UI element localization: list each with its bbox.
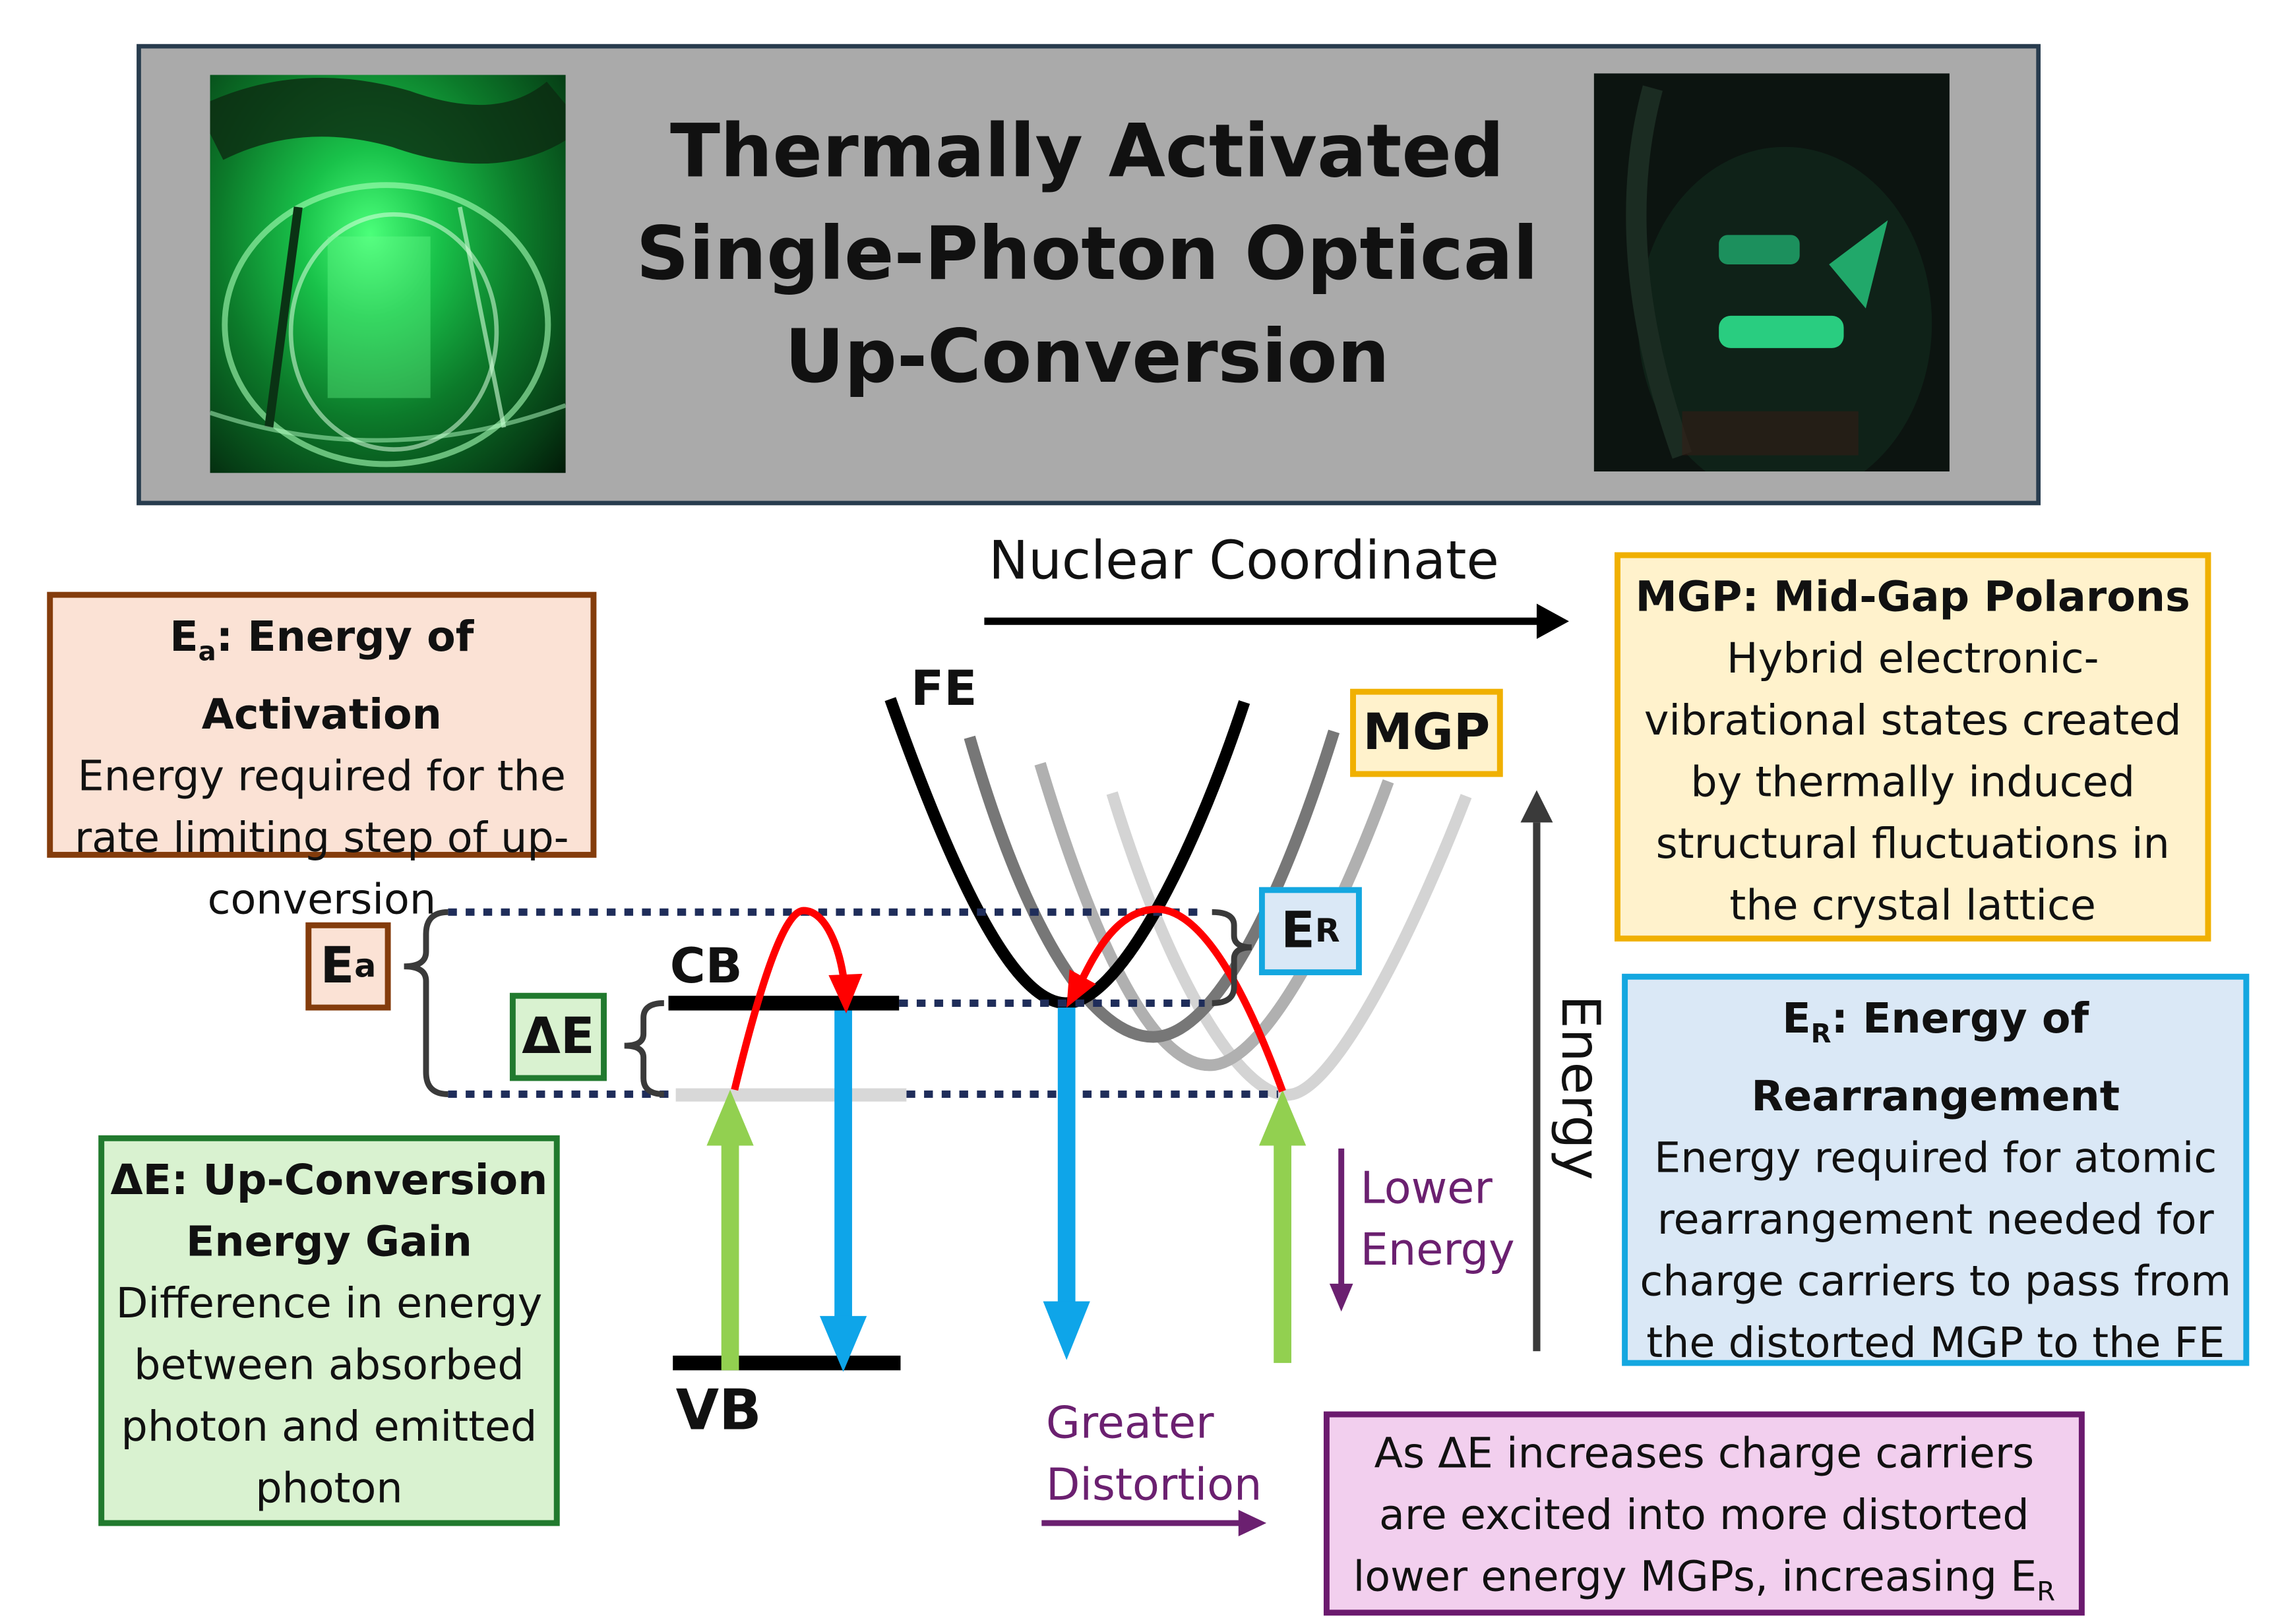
- red-activation-arrow-right: [1066, 905, 1286, 1093]
- er-tag-sub: R: [1314, 913, 1340, 950]
- note-line-3-text: lower energy MGPs, increasing E: [1353, 1552, 2037, 1601]
- mgp-tag: MGP: [1350, 688, 1503, 777]
- mgp-box-line-2: vibrational states created: [1644, 696, 2182, 745]
- er-box-title-line-2: Rearrangement: [1751, 1071, 2120, 1120]
- er-box-title-sub: R: [1810, 1019, 1832, 1050]
- left-photo: [210, 75, 566, 473]
- ea-box-line-1: Energy required for the: [77, 751, 566, 800]
- er-box-line-2: rearrangement needed for: [1657, 1195, 2214, 1244]
- title-line-1: Thermally Activated: [670, 108, 1504, 195]
- note-line-2: are excited into more distorted: [1379, 1490, 2029, 1540]
- greater-distortion-line-2: Distortion: [1045, 1460, 1262, 1512]
- er-box-title-rest: : Energy of: [1831, 994, 2089, 1043]
- de-box-line-1: Difference in energy: [115, 1279, 543, 1328]
- de-box-line-4: photon: [255, 1464, 403, 1513]
- de-box-title-1: ΔE: Up-Conversion: [110, 1156, 548, 1205]
- ea-box-title-sub: a: [198, 637, 216, 668]
- er-box-title-main: E: [1782, 994, 1811, 1043]
- de-tag: ΔE: [509, 992, 607, 1081]
- right-photo-art: [1626, 85, 1932, 472]
- lower-energy-arrow: [1329, 1148, 1353, 1312]
- greater-distortion-line-1: Greater: [1045, 1398, 1214, 1450]
- ea-box-title-rest: : Energy of Activation: [201, 612, 474, 738]
- lower-energy-label: Lower Energy: [1361, 1158, 1515, 1282]
- er-tag-main: E: [1281, 901, 1315, 961]
- ea-brace: [404, 909, 448, 1097]
- er-brace: [1212, 909, 1252, 1006]
- mgp-definition-box: MGP: Mid-Gap Polarons Hybrid electronic-…: [1615, 552, 2211, 942]
- title-line-3: Up-Conversion: [784, 314, 1390, 400]
- ea-box-title-main: E: [169, 612, 199, 661]
- right-photo: [1593, 73, 1950, 472]
- lower-energy-line-2: Energy: [1360, 1224, 1515, 1277]
- increase-note-box: As ΔE increases charge carriers are exci…: [1323, 1411, 2085, 1616]
- ea-tag-sub: a: [354, 947, 377, 985]
- lower-energy-line-1: Lower: [1360, 1163, 1493, 1215]
- blue-emission-arrow-left: [819, 1010, 867, 1372]
- cb-label: CB: [669, 937, 743, 995]
- red-activation-arrow-left: [731, 907, 863, 1091]
- de-box-line-3: photon and emitted: [121, 1402, 538, 1451]
- nuclear-coordinate-label: Nuclear Coordinate: [989, 531, 1499, 592]
- de-box-title-2: Energy Gain: [186, 1217, 472, 1267]
- de-definition-box: ΔE: Up-Conversion Energy Gain Difference…: [98, 1135, 560, 1526]
- mgp-box-title: MGP: Mid-Gap Polarons: [1635, 572, 2190, 622]
- greater-distortion-arrow: [1041, 1509, 1267, 1536]
- energy-axis-label: Energy: [1549, 995, 1610, 1180]
- er-box-title: ER: Energy of: [1628, 988, 2243, 1066]
- mgp-curve-2: [964, 729, 1340, 1043]
- gap-level-bar: [675, 1088, 907, 1102]
- mgp-box-line-4: structural fluctuations in: [1655, 819, 2170, 868]
- green-absorption-arrow-left: [706, 1089, 754, 1371]
- ea-definition-box: Ea: Energy of Activation Energy required…: [47, 591, 597, 923]
- green-absorption-arrow-right: [1258, 1089, 1307, 1364]
- vb-bar: [673, 1355, 901, 1371]
- mgp-box-line-1: Hybrid electronic-: [1726, 634, 2099, 683]
- cb-bar: [668, 996, 900, 1011]
- ea-tag-main: E: [320, 937, 355, 996]
- vb-label: VB: [675, 1377, 762, 1443]
- ea-box-line-2: rate limiting step of up-: [75, 813, 569, 862]
- left-photo-art: [210, 78, 566, 467]
- ea-box-line-3: conversion: [207, 874, 437, 924]
- dotted-guides: [448, 908, 1278, 1098]
- mgp-box-line-5: the crystal lattice: [1729, 881, 2096, 930]
- blue-emission-arrow-right: [1043, 1007, 1090, 1360]
- ea-box-title: Ea: Energy of Activation: [53, 607, 590, 746]
- fe-label: FE: [911, 659, 977, 717]
- energy-axis-arrow: [1520, 790, 1553, 1352]
- note-line-3-sub: R: [2037, 1577, 2056, 1608]
- note-line-1: As ΔE increases charge carriers: [1374, 1429, 2035, 1478]
- er-box-line-3: charge carriers to pass from: [1640, 1257, 2232, 1306]
- nuclear-coordinate-arrow: [984, 603, 1569, 639]
- title-line-2: Single-Photon Optical: [636, 211, 1539, 297]
- de-brace: [624, 1000, 665, 1097]
- page-title: Thermally Activated Single-Photon Optica…: [588, 100, 1587, 408]
- er-box-line-4: the distorted MGP to the FE: [1646, 1318, 2225, 1368]
- mgp-box-line-3: by thermally induced: [1690, 758, 2136, 806]
- er-box-line-1: Energy required for atomic: [1654, 1133, 2217, 1182]
- de-box-line-2: between absorbed: [134, 1340, 524, 1390]
- note-line-3: lower energy MGPs, increasing ER: [1330, 1547, 2079, 1624]
- greater-distortion-label: Greater Distortion: [1046, 1394, 1262, 1517]
- er-definition-box: ER: Energy of Rearrangement Energy requi…: [1622, 973, 2250, 1367]
- mgp-curve-4: [1106, 791, 1472, 1101]
